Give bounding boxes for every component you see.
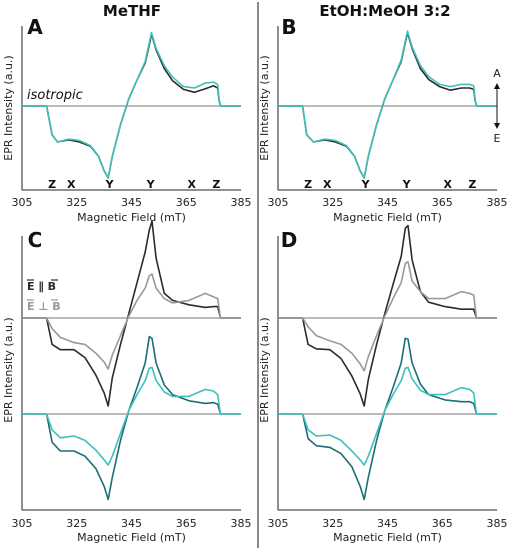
panel-d-y-axis-label: EPR Intensity (a.u.) (258, 317, 271, 422)
panel-b-arrow-label-a: A (493, 67, 501, 80)
panel-b-y-axis-label: EPR Intensity (a.u.) (258, 55, 271, 160)
panel-b-x-tick-label: 385 (487, 196, 508, 209)
panel-b-x-tick-label: 365 (432, 196, 453, 209)
panel-c-x-tick-label: 325 (66, 517, 87, 530)
panel-a-x-tick-label: 305 (12, 196, 33, 209)
panel-a-x-tick-label: 385 (231, 196, 252, 209)
panel-c-series-teal (22, 366, 241, 466)
panel-b-series-black (278, 31, 497, 179)
panel-b-peak-label: X (323, 178, 332, 191)
panel-a-y-axis-label: EPR Intensity (a.u.) (2, 55, 15, 160)
panel-b-x-axis-label: Magnetic Field (mT) (333, 211, 442, 224)
panel-b-x-tick-label: 305 (268, 196, 289, 209)
panel-c-x-axis-label: Magnetic Field (mT) (77, 531, 186, 544)
panel-a-peak-label: Z (48, 178, 56, 191)
panel-a-peak-label: Y (146, 178, 156, 191)
panel-b-peak-label: X (443, 178, 452, 191)
panel-d-x-axis-label: Magnetic Field (mT) (333, 531, 442, 544)
panel-d-x-tick-label: 345 (377, 517, 398, 530)
panel-d-series-black-upper (278, 224, 497, 407)
column-title-methf: MeTHF (103, 2, 161, 20)
panel-b-peak-label: Z (304, 178, 312, 191)
panel-a-annotation: isotropic (27, 88, 83, 103)
panel-d-x-tick-label: 385 (487, 517, 508, 530)
panel-c-series-dark_teal (22, 335, 241, 501)
panel-d-series-gray-upper (278, 260, 497, 372)
panel-b-letter: B (281, 15, 296, 39)
panel-a-x-tick-label: 345 (121, 196, 142, 209)
panel-b-x-tick-label: 345 (377, 196, 398, 209)
panel-a-peak-label: X (67, 178, 76, 191)
panel-d-letter: D (281, 228, 298, 252)
panel-c-legend-entry: E ∥ B (27, 280, 56, 293)
panel-c-x-tick-label: 345 (121, 517, 142, 530)
panel-b-arrow-up-icon (494, 83, 500, 89)
panel-a: 305 325 345 365 385 Magnetic Field (mT) EPR In… (2, 15, 252, 224)
panel-b-x-tick-label: 325 (322, 196, 343, 209)
panel-d-x-tick-label: 305 (268, 517, 289, 530)
panel-c: 305 325 345 365 385 Magnetic Field (mT) EPR In… (2, 220, 252, 544)
panel-b-arrow-label-e: E (494, 132, 501, 145)
panel-c-series-black-upper (22, 220, 241, 407)
panel-a-peak-label: X (187, 178, 196, 191)
panel-d: 305 325 345 365 385 Magnetic Field (mT) EPR In… (258, 224, 508, 544)
panel-a-x-axis-label: Magnetic Field (mT) (77, 211, 186, 224)
column-title-etoh-meoh: EtOH:MeOH 3:2 (319, 2, 450, 20)
panel-b-peak-label: Y (402, 178, 412, 191)
panel-d-x-tick-label: 365 (432, 517, 453, 530)
panel-a-x-tick-label: 365 (176, 196, 197, 209)
panel-a-x-tick-label: 325 (66, 196, 87, 209)
panel-c-x-tick-label: 365 (176, 517, 197, 530)
panel-c-series-gray-upper (22, 273, 241, 370)
panel-b-arrow-down-icon (494, 123, 500, 129)
panel-a-peak-label: Z (212, 178, 220, 191)
panel-c-letter: C (28, 228, 43, 252)
panel-b-series-teal (278, 30, 497, 179)
panel-b-peak-label: Y (361, 178, 371, 191)
panel-c-x-tick-label: 305 (12, 517, 33, 530)
panel-d-series-dark_teal (278, 337, 497, 501)
panel-a-peak-label: Y (105, 178, 115, 191)
panel-c-legend-entry: E ⊥ B (27, 300, 61, 313)
panel-d-series-teal (278, 366, 497, 466)
panel-b-peak-label: Z (468, 178, 476, 191)
panel-d-x-tick-label: 325 (322, 517, 343, 530)
panel-a-series-teal (22, 31, 241, 179)
panel-b: 305 325 345 365 385 Magnetic Field (mT) EPR In… (258, 15, 508, 224)
panel-c-x-tick-label: 385 (231, 517, 252, 530)
panel-a-letter: A (27, 15, 43, 39)
panel-c-y-axis-label: EPR Intensity (a.u.) (2, 317, 15, 422)
